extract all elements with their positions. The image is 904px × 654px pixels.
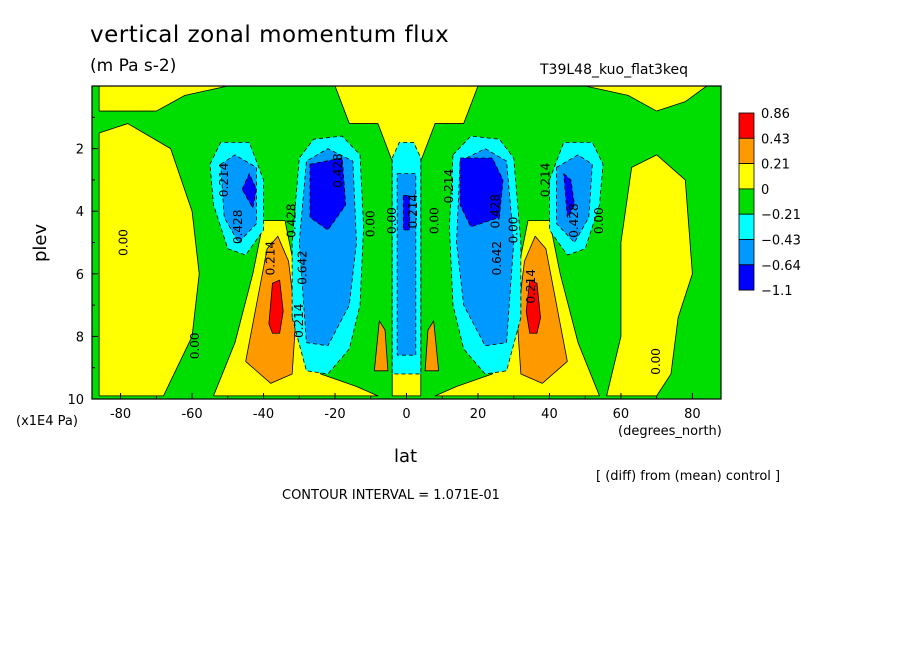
contour-label: 0.428 — [331, 153, 345, 187]
contour-label: 0.214 — [406, 194, 420, 228]
contour-label: 0.428 — [285, 203, 299, 237]
chart-title: vertical zonal momentum flux — [90, 22, 450, 48]
chart-units: (m Pa s-2) — [90, 56, 177, 76]
contour-label: 0.00 — [188, 332, 202, 359]
contour-label: 0.00 — [506, 217, 520, 244]
legend-label: −0.43 — [761, 234, 801, 249]
diff-note: [ (diff) from (mean) control ] — [596, 469, 781, 484]
contour-label: 0.00 — [117, 229, 131, 256]
legend-swatch — [738, 264, 755, 291]
x-tick-label: -80 — [110, 407, 131, 422]
contour-region-neg3 — [402, 195, 411, 231]
contour-label: 0.214 — [524, 269, 538, 303]
contour-region-pos3 — [268, 279, 284, 334]
x-axis-label: lat — [394, 446, 418, 467]
contour-region-neg2 — [396, 173, 417, 356]
contour-label: 0.00 — [428, 207, 442, 234]
contour-region-pos2 — [373, 320, 389, 372]
contour-region-neg3 — [563, 173, 575, 218]
contour-label: 0.642 — [295, 250, 309, 284]
legend-label: −0.64 — [761, 259, 801, 274]
contour-region-pos3 — [525, 279, 541, 334]
y-tick-label: 2 — [76, 143, 84, 158]
run-label: T39L48_kuo_flat3keq — [540, 62, 688, 78]
x-tick-label: -20 — [324, 407, 345, 422]
legend-swatch — [738, 163, 755, 190]
contour-label: 0.214 — [292, 304, 306, 338]
x-tick-label: 20 — [470, 407, 487, 422]
contour-label: 0.214 — [442, 169, 456, 203]
x-tick-label: -60 — [181, 407, 202, 422]
y-tick-label: 4 — [76, 205, 84, 220]
contour-label: 0.214 — [538, 163, 552, 197]
x-tick-label: 40 — [541, 407, 558, 422]
x-axis-unit: (degrees_north) — [618, 424, 722, 439]
x-tick-label: -40 — [253, 407, 274, 422]
legend-label: 0 — [761, 183, 769, 198]
contour-region-neg3 — [241, 173, 257, 209]
contour-region-neg3 — [309, 157, 347, 231]
contour-region-neg2 — [220, 154, 257, 243]
y-axis: 2 4 6 8 10 — [67, 116, 98, 408]
contour-region-pos1 — [98, 86, 229, 112]
contour-label: 0.428 — [231, 210, 245, 244]
x-axis: -80 -60 -40 -20 0 20 40 60 80 — [110, 393, 701, 422]
contour-label: 0.214 — [263, 241, 277, 275]
contour-label: 0.428 — [567, 203, 581, 237]
legend-label: −0.21 — [761, 208, 801, 223]
contour-region-pos1 — [584, 86, 708, 112]
contour-label: 0.214 — [217, 163, 231, 197]
legend-swatch — [738, 239, 755, 266]
legend-swatch — [738, 137, 755, 165]
contour-region-neg3 — [459, 157, 504, 228]
contour-interval: CONTOUR INTERVAL = 1.071E-01 — [282, 488, 500, 503]
contour-region-pos2 — [424, 320, 440, 372]
legend-swatch — [738, 213, 755, 240]
x-tick-label: 0 — [402, 407, 410, 422]
legend-label: 0.43 — [761, 132, 790, 147]
x-tick-label: 80 — [684, 407, 701, 422]
contour-label: 0.00 — [649, 348, 663, 375]
legend-label: −1.1 — [761, 284, 793, 299]
legend-label: 0.86 — [761, 107, 790, 122]
legend-label: 0.21 — [761, 158, 790, 173]
y-axis-unit: (x1E4 Pa) — [16, 414, 78, 429]
contour-fills — [98, 86, 708, 397]
legend-swatch — [738, 112, 755, 139]
contour-region-pos1 — [98, 123, 200, 397]
legend-swatch — [738, 188, 755, 215]
colorbar-legend: 0.86 0.43 0.21 0 −0.21 −0.43 −0.64 −1.1 — [738, 107, 801, 299]
contour-label: 0.00 — [385, 207, 399, 234]
y-tick-label: 8 — [76, 330, 84, 345]
x-tick-label: 60 — [613, 407, 630, 422]
contour-labels: 0.000.000.2140.4280.2140.4280.6420.2140.… — [117, 153, 664, 374]
contour-label: 0.428 — [488, 194, 502, 228]
contour-label: 0.00 — [592, 207, 606, 234]
contour-label: 0.00 — [363, 210, 377, 237]
y-tick-label: 10 — [67, 393, 84, 408]
contour-label: 0.642 — [490, 241, 504, 275]
contour-region-pos1 — [606, 154, 693, 397]
y-tick-label: 6 — [76, 268, 84, 283]
